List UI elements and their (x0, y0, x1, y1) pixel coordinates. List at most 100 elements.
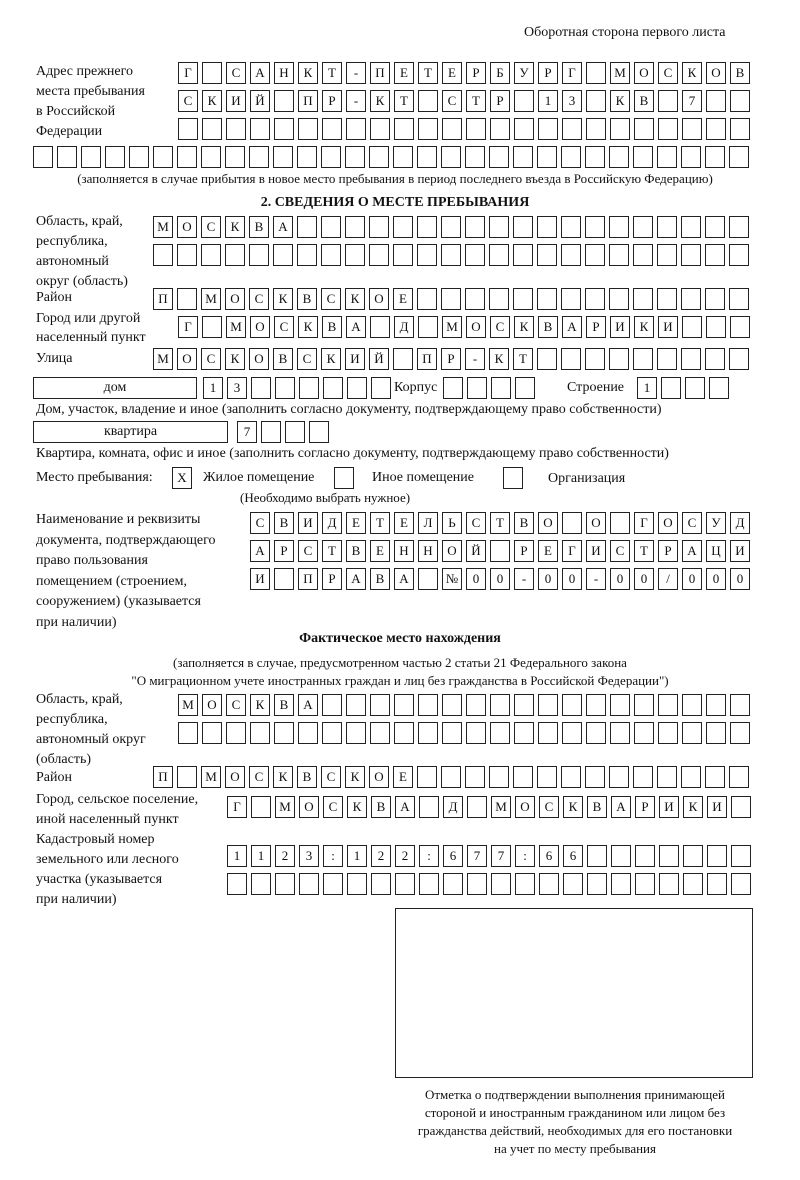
char-cell[interactable] (81, 146, 101, 168)
char-cell[interactable]: Т (322, 62, 342, 84)
char-cell[interactable] (345, 244, 365, 266)
char-cell[interactable] (513, 766, 533, 788)
char-cell[interactable] (538, 118, 558, 140)
char-cell[interactable]: С (610, 540, 630, 562)
char-cell[interactable] (661, 377, 681, 399)
char-cell[interactable] (586, 62, 606, 84)
char-cell[interactable]: Н (394, 540, 414, 562)
char-cell[interactable] (467, 873, 487, 895)
char-cell[interactable] (681, 244, 701, 266)
char-cell[interactable] (610, 512, 630, 534)
char-cell[interactable]: О (706, 62, 726, 84)
char-cell[interactable] (729, 146, 749, 168)
char-cell[interactable]: 0 (730, 568, 750, 590)
char-cell[interactable]: Г (562, 62, 582, 84)
char-cell[interactable]: 6 (443, 845, 463, 867)
char-cell[interactable]: С (201, 348, 221, 370)
char-cell[interactable] (465, 288, 485, 310)
char-cell[interactable] (633, 348, 653, 370)
char-cell[interactable] (261, 421, 281, 443)
char-cell[interactable] (249, 146, 269, 168)
char-cell[interactable] (659, 845, 679, 867)
char-cell[interactable]: Т (394, 90, 414, 112)
char-cell[interactable]: - (514, 568, 534, 590)
char-cell[interactable] (706, 694, 726, 716)
char-cell[interactable] (419, 796, 439, 818)
char-cell[interactable] (309, 421, 329, 443)
char-cell[interactable] (633, 766, 653, 788)
char-cell[interactable] (177, 766, 197, 788)
char-cell[interactable] (586, 118, 606, 140)
char-cell[interactable] (418, 118, 438, 140)
char-cell[interactable]: С (249, 288, 269, 310)
char-cell[interactable] (201, 146, 221, 168)
char-cell[interactable] (586, 722, 606, 744)
char-cell[interactable] (585, 216, 605, 238)
char-cell[interactable]: К (514, 316, 534, 338)
char-cell[interactable] (705, 244, 725, 266)
char-cell[interactable]: Т (370, 512, 390, 534)
char-cell[interactable]: В (730, 62, 750, 84)
char-cell[interactable]: С (297, 348, 317, 370)
char-cell[interactable]: А (273, 216, 293, 238)
char-cell[interactable] (514, 694, 534, 716)
char-cell[interactable] (466, 722, 486, 744)
char-cell[interactable] (394, 118, 414, 140)
char-cell[interactable]: К (298, 316, 318, 338)
char-cell[interactable] (682, 118, 702, 140)
char-cell[interactable]: О (634, 62, 654, 84)
char-cell[interactable]: 2 (371, 845, 391, 867)
char-cell[interactable] (658, 694, 678, 716)
char-cell[interactable] (226, 722, 246, 744)
char-cell[interactable] (323, 377, 343, 399)
char-cell[interactable]: В (322, 316, 342, 338)
char-cell[interactable]: В (634, 90, 654, 112)
char-cell[interactable] (419, 873, 439, 895)
char-cell[interactable]: А (250, 540, 270, 562)
char-cell[interactable] (730, 694, 750, 716)
char-cell[interactable]: / (658, 568, 678, 590)
char-cell[interactable]: К (202, 90, 222, 112)
char-cell[interactable] (323, 873, 343, 895)
char-cell[interactable] (129, 146, 149, 168)
char-cell[interactable] (729, 288, 749, 310)
char-cell[interactable]: К (345, 288, 365, 310)
char-cell[interactable] (657, 288, 677, 310)
char-cell[interactable]: Г (178, 316, 198, 338)
char-cell[interactable]: Т (466, 90, 486, 112)
char-cell[interactable]: М (442, 316, 462, 338)
char-cell[interactable] (561, 766, 581, 788)
char-cell[interactable] (466, 118, 486, 140)
char-cell[interactable] (443, 377, 463, 399)
char-cell[interactable] (33, 146, 53, 168)
char-cell[interactable] (202, 118, 222, 140)
char-cell[interactable]: О (177, 216, 197, 238)
char-cell[interactable]: В (274, 694, 294, 716)
char-cell[interactable] (731, 845, 751, 867)
char-cell[interactable] (251, 377, 271, 399)
char-cell[interactable] (585, 766, 605, 788)
char-cell[interactable]: И (298, 512, 318, 534)
char-cell[interactable] (706, 118, 726, 140)
char-cell[interactable] (251, 873, 271, 895)
char-cell[interactable] (705, 766, 725, 788)
char-cell[interactable] (273, 146, 293, 168)
char-cell[interactable]: А (346, 568, 366, 590)
char-cell[interactable] (345, 216, 365, 238)
stay-option-residential-checkbox[interactable]: X (172, 467, 192, 489)
char-cell[interactable] (561, 216, 581, 238)
char-cell[interactable] (561, 244, 581, 266)
char-cell[interactable] (225, 146, 245, 168)
char-cell[interactable]: Е (394, 62, 414, 84)
char-cell[interactable]: Е (442, 62, 462, 84)
char-cell[interactable] (393, 146, 413, 168)
char-cell[interactable] (610, 722, 630, 744)
char-cell[interactable] (561, 288, 581, 310)
char-cell[interactable]: В (274, 512, 294, 534)
stay-option-organization-checkbox[interactable] (503, 467, 523, 489)
char-cell[interactable] (417, 146, 437, 168)
char-cell[interactable] (467, 796, 487, 818)
char-cell[interactable] (297, 146, 317, 168)
char-cell[interactable]: П (298, 90, 318, 112)
char-cell[interactable] (370, 694, 390, 716)
